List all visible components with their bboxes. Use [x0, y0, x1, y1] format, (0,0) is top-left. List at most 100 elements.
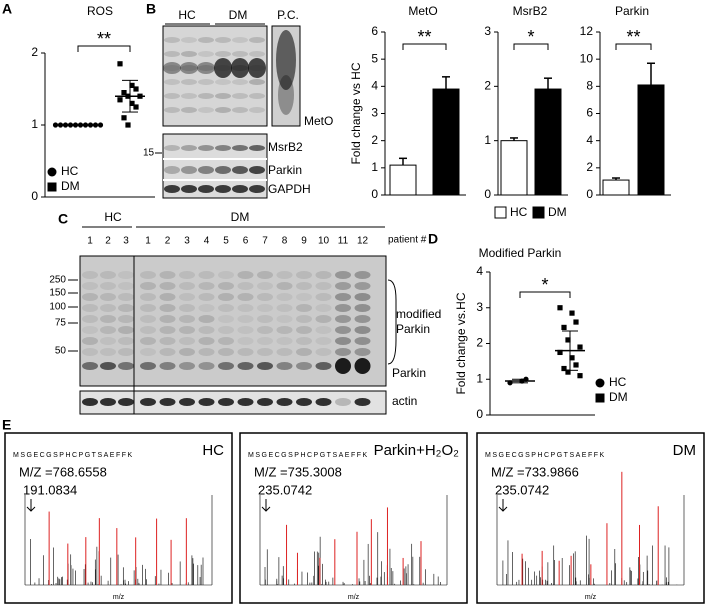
blot-band [164, 79, 180, 85]
blot-band [164, 37, 180, 43]
blot-band [164, 107, 180, 113]
blot-band [179, 271, 195, 279]
blot-band [179, 398, 195, 406]
blot-band [218, 271, 234, 279]
blot [79, 255, 387, 387]
peak-label: 235.0742 [258, 482, 312, 497]
blot-band [296, 293, 312, 301]
blot-band [296, 271, 312, 279]
blot-band [82, 282, 98, 290]
blot-band [237, 348, 254, 356]
legend-swatch [532, 206, 545, 219]
y-tick-label: 4 [586, 133, 593, 147]
blot-band [354, 398, 371, 406]
peptide-sequence: MSGECGSPHCPGTSAEFFK [248, 452, 369, 459]
blot-band [237, 362, 254, 370]
data-point [92, 122, 99, 128]
blot-label: MetO [304, 114, 333, 128]
data-point [573, 362, 579, 368]
blot-band [159, 348, 176, 356]
y-tick-label: 1 [484, 133, 491, 147]
blot-band [118, 293, 134, 301]
blot-band [198, 51, 214, 57]
blot-band [232, 79, 248, 85]
mz-label: M/Z =768.6558 [19, 464, 107, 479]
chart-title: Parkin [615, 4, 649, 18]
spectrum-title: HC [202, 442, 224, 459]
blot-band [181, 79, 197, 85]
blot-band [248, 58, 266, 78]
y-tick-label: 4 [371, 79, 378, 93]
blot-band [215, 166, 231, 174]
blot-band [118, 326, 134, 334]
blot-band [315, 282, 332, 290]
data-point [561, 324, 567, 331]
data-point [565, 369, 571, 375]
bar [500, 140, 528, 196]
lane-label: 8 [282, 236, 288, 247]
blot-band [276, 362, 293, 370]
blot-band [164, 185, 180, 193]
significance-bracket [519, 291, 571, 298]
y-tick-label: 2 [476, 336, 483, 350]
y-tick-label: 6 [586, 106, 593, 120]
blot-band [163, 62, 181, 74]
y-tick-label: 3 [371, 106, 378, 120]
lane-label: 1 [145, 236, 151, 247]
mw-marker: 250 [49, 275, 66, 286]
lane-label: 3 [123, 236, 129, 247]
data-point [121, 115, 127, 121]
blot-label: actin [392, 394, 417, 408]
blot-band [181, 185, 197, 193]
blot-band [180, 62, 198, 74]
blot-band [198, 65, 214, 71]
mw-marker: 150 [49, 288, 66, 299]
lane-label: 12 [357, 236, 369, 247]
blot-band [276, 282, 293, 290]
data-point [133, 86, 139, 92]
blot-band [179, 362, 195, 370]
spectrum: HC MSGECGSPHCPGTSAEFFK M/Z =768.6558 191.08… [4, 432, 233, 604]
blot-band [276, 398, 293, 406]
blot-band [140, 326, 156, 334]
blot-label: Parkin [396, 322, 430, 336]
blot-band [276, 337, 293, 345]
blot-band [232, 107, 248, 113]
blot-band [276, 30, 296, 90]
blot-band [140, 282, 156, 290]
significance: ** [417, 27, 431, 47]
data-point [129, 82, 135, 88]
blot-band [296, 315, 312, 323]
significance: ** [626, 27, 640, 47]
blot-band [354, 282, 371, 290]
blot-band [164, 65, 180, 71]
blot-band [335, 282, 351, 290]
blot-band [232, 65, 248, 71]
blot-band [218, 282, 234, 290]
blot-band [181, 65, 197, 71]
blot-band [249, 145, 265, 151]
blot-band [159, 337, 176, 345]
blot-band [335, 304, 351, 312]
blot-band [140, 362, 156, 370]
blot-band [215, 93, 231, 99]
blot-band [198, 282, 215, 290]
blot-band [335, 358, 351, 374]
y-tick-label: 0 [371, 187, 378, 201]
bracket [387, 279, 397, 365]
peptide-sequence: MSGECGSPHCPGTSAEFFK [485, 452, 606, 459]
blot-band [181, 51, 197, 57]
blot-band [276, 293, 293, 301]
blot-group: DM [231, 210, 250, 224]
spectrum-frame [239, 432, 468, 604]
blot-band [215, 107, 231, 113]
blot-band [198, 304, 215, 312]
blot-band [218, 315, 234, 323]
y-tick-label: 3 [484, 24, 491, 38]
spectrum-title: DM [673, 442, 696, 459]
blot-group: HC [178, 8, 196, 22]
blot-band [100, 362, 116, 370]
blot-band [335, 326, 351, 334]
blot-band [82, 337, 98, 345]
arrow [498, 499, 508, 512]
